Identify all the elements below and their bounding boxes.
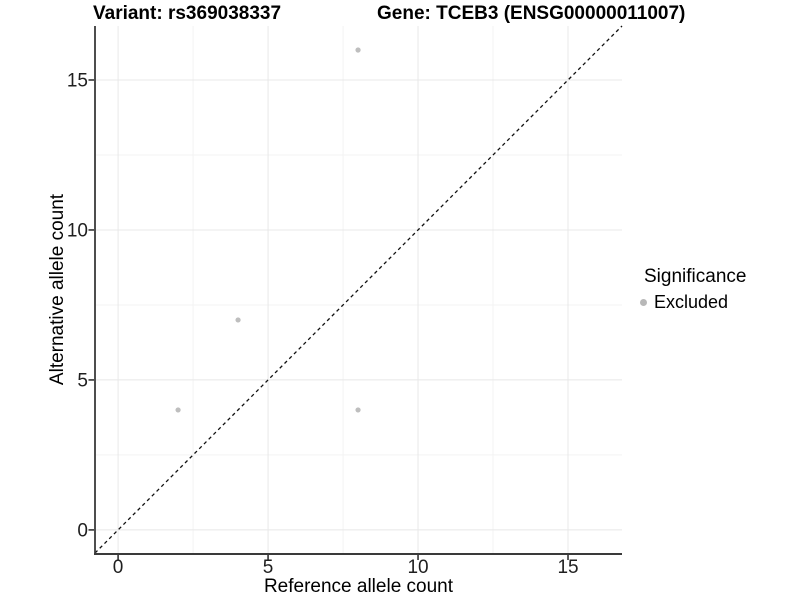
y-tick-label: 15 xyxy=(67,70,88,91)
x-tick-label: 10 xyxy=(407,557,428,578)
legend-item-excluded: Excluded xyxy=(636,292,746,313)
data-point xyxy=(355,407,361,413)
y-tick-label: 5 xyxy=(77,370,88,391)
data-point xyxy=(355,47,361,53)
y-tick-label: 0 xyxy=(77,520,88,541)
plot-title-variant: Variant: rs369038337 xyxy=(93,3,282,24)
legend: Significance Excluded xyxy=(636,266,746,313)
x-axis-title: Reference allele count xyxy=(264,576,454,597)
x-tick-label: 5 xyxy=(263,557,274,578)
y-tick-label: 10 xyxy=(67,220,88,241)
y-axis-title: Alternative allele count xyxy=(47,193,68,385)
data-point xyxy=(175,407,181,413)
x-tick-label: 0 xyxy=(113,557,124,578)
legend-item-label: Excluded xyxy=(654,292,729,312)
identity-line xyxy=(94,25,623,554)
x-tick-label: 15 xyxy=(557,557,578,578)
excluded-point-icon xyxy=(640,299,647,306)
legend-title: Significance xyxy=(644,266,747,287)
data-point xyxy=(235,317,241,323)
plot-title-gene: Gene: TCEB3 (ENSG00000011007) xyxy=(377,3,686,24)
